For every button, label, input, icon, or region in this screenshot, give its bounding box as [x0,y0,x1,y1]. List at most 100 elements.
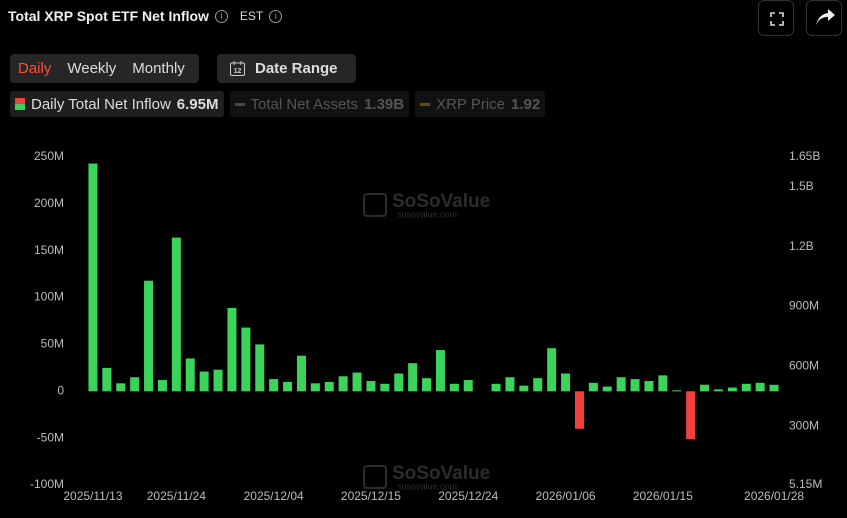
bar [241,327,251,392]
bar [602,386,612,392]
bar [366,380,376,392]
chart-title: Total XRP Spot ETF Net Inflow [8,8,209,24]
legend-swatch [234,102,245,106]
legend-swatch [15,98,25,110]
info-icon[interactable]: i [269,9,283,23]
legend-value: 1.92 [511,95,541,113]
bar [255,344,265,392]
info-icon[interactable]: i [214,9,228,23]
legend-item[interactable]: Total Net Assets 1.39B [229,91,410,117]
x-tick-label: 2026/01/15 [633,489,693,503]
period-tabs: Daily Weekly Monthly [10,54,199,83]
bar [658,375,668,392]
x-tick-label: 2025/12/15 [341,489,401,503]
legend: Daily Total Net Inflow 6.95M Total Net A… [10,91,546,117]
bar [130,377,140,392]
period-tab[interactable]: Daily [18,60,52,77]
bar [213,369,223,392]
legend-value: 1.39B [364,95,405,113]
y2-tick-label: 600M [789,359,819,373]
share-button[interactable] [806,0,842,36]
bar [700,384,710,392]
share-icon [816,9,835,26]
y2-tick-label: 1.65B [789,149,820,163]
bar [283,381,293,392]
bar [102,367,112,392]
bar [449,383,459,392]
bar [310,383,320,392]
bar [171,237,181,392]
watermark-url: sosovalue.com [397,209,457,219]
fullscreen-icon [770,12,784,26]
bar [185,358,195,392]
bar [755,382,765,392]
bar [88,163,98,392]
bar [269,379,279,392]
bar [741,383,751,392]
bar [505,377,515,392]
watermark-logo [363,465,387,489]
legend-value: 6.95M [176,95,219,113]
bar [574,391,584,429]
legend-item[interactable]: XRP Price 1.92 [415,91,546,117]
bar [408,363,418,392]
period-tab[interactable]: Monthly [132,60,185,77]
bar [561,373,571,392]
bar [727,387,737,392]
bar [630,379,640,392]
y-tick-label: 150M [34,243,64,257]
legend-label: Total Net Assets [250,95,359,113]
legend-item[interactable]: Daily Total Net Inflow 6.95M [10,91,224,117]
bar [519,385,529,392]
y2-tick-label: 1.2B [789,239,814,253]
bar [533,378,543,392]
y-tick-label: 250M [34,149,64,163]
bar [672,390,682,392]
bar [352,372,362,392]
bar [463,380,473,392]
period-tab[interactable]: Weekly [67,60,117,77]
bar [157,380,167,392]
y-tick-label: 100M [34,290,64,304]
y-tick-label: 200M [34,196,64,210]
x-tick-label: 2025/12/04 [244,489,304,503]
svg-text:12: 12 [234,68,242,75]
date-range-button[interactable]: 12 Date Range [217,54,356,83]
x-tick-label: 2025/12/24 [438,489,498,503]
bar [686,391,696,440]
bar [199,371,209,392]
bar [380,383,390,392]
legend-swatch [420,102,431,106]
bar [769,384,779,392]
bar [435,350,445,392]
y-tick-label: 50M [41,337,64,351]
legend-label: Daily Total Net Inflow [31,95,171,113]
bar [394,373,404,392]
bar [116,383,126,392]
x-tick-label: 2025/11/13 [63,489,122,503]
bar [422,378,432,392]
x-tick-label: 2026/01/28 [744,489,804,503]
title-bar: Total XRP Spot ETF Net Inflow i EST i [8,8,283,24]
bar [227,307,237,392]
bar [644,380,654,392]
y2-tick-label: 900M [789,299,819,313]
watermark-url: sosovalue.com [397,481,457,491]
legend-label: XRP Price [436,95,506,113]
calendar-icon: 12 [230,61,245,76]
watermark-brand: SoSoValue [392,191,490,212]
y2-tick-label: 5.15M [789,477,822,491]
watermark-logo [363,193,387,217]
bar [296,355,306,392]
bar [588,382,598,392]
y-tick-label: -100M [30,477,64,491]
watermark-brand: SoSoValue [392,463,490,484]
bar [338,376,348,392]
x-tick-label: 2025/11/24 [147,489,206,503]
x-tick-label: 2026/01/06 [536,489,596,503]
bar [547,348,557,392]
y-tick-label: 0 [57,383,64,397]
fullscreen-button[interactable] [758,0,794,36]
